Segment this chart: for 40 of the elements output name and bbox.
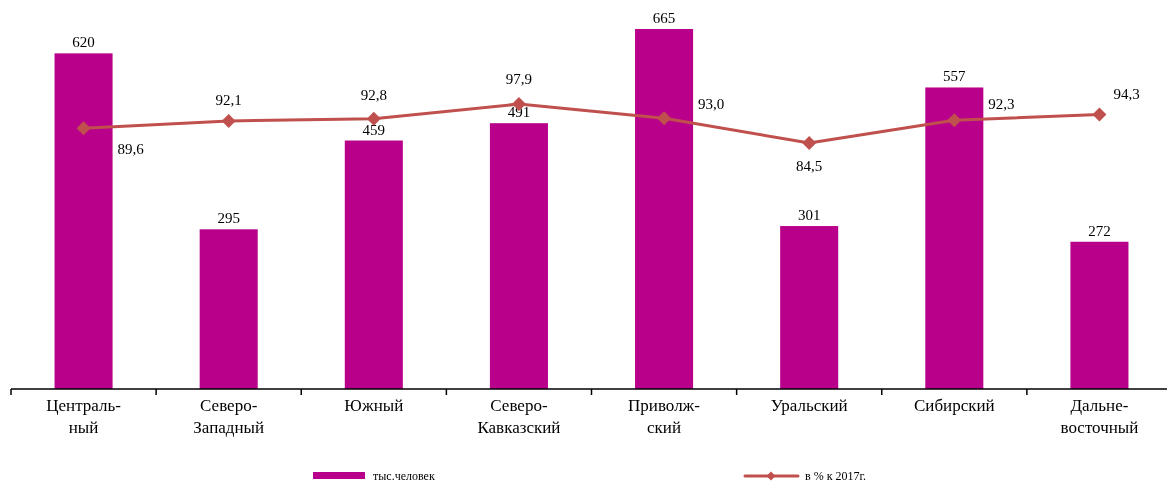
x-tick-label: Южный [344, 396, 404, 415]
data-label: 665 [652, 10, 676, 26]
data-label: 295 [217, 210, 240, 227]
data-label: 84,5 [796, 158, 823, 175]
point [76, 121, 91, 136]
x-tick-label: Сибирский [913, 396, 995, 415]
data-label: 92,8 [360, 86, 387, 103]
data-label: 94,3 [1113, 86, 1140, 103]
data-label: 89,6 [117, 141, 145, 158]
point [947, 113, 962, 128]
x-tick-label: Приволж- ский [628, 396, 701, 437]
point [1092, 107, 1107, 122]
bar [1070, 241, 1129, 389]
x-tick-label: Северо- Кавказский [477, 396, 561, 437]
point [221, 113, 236, 128]
x-tick-label: Дальне- восточный [1060, 396, 1139, 437]
data-label: 620 [72, 34, 95, 51]
data-label: 92,1 [215, 91, 242, 108]
point [366, 111, 381, 126]
data-label: 459 [362, 121, 386, 138]
data-label: 97,9 [505, 71, 533, 87]
data-label: 272 [1088, 222, 1111, 239]
point [802, 136, 817, 151]
x-tick-label: Централь- ный [46, 396, 122, 437]
x-tick-label: Уральский [770, 396, 848, 415]
x-tick-label: Северо- Западный [193, 396, 265, 437]
bar [344, 140, 403, 389]
legend-label: тыс.человек [373, 469, 435, 483]
bar [925, 87, 984, 389]
bar [635, 29, 694, 389]
data-label: 301 [797, 207, 821, 224]
bar [489, 123, 548, 389]
data-label: 93,0 [698, 96, 725, 113]
bar [199, 229, 258, 389]
legend-label: в % к 2017г. [805, 469, 867, 483]
bar [780, 226, 839, 389]
data-label: 557 [943, 68, 967, 85]
point [657, 111, 672, 126]
bar [54, 53, 113, 389]
data-label: 92,3 [988, 96, 1015, 113]
